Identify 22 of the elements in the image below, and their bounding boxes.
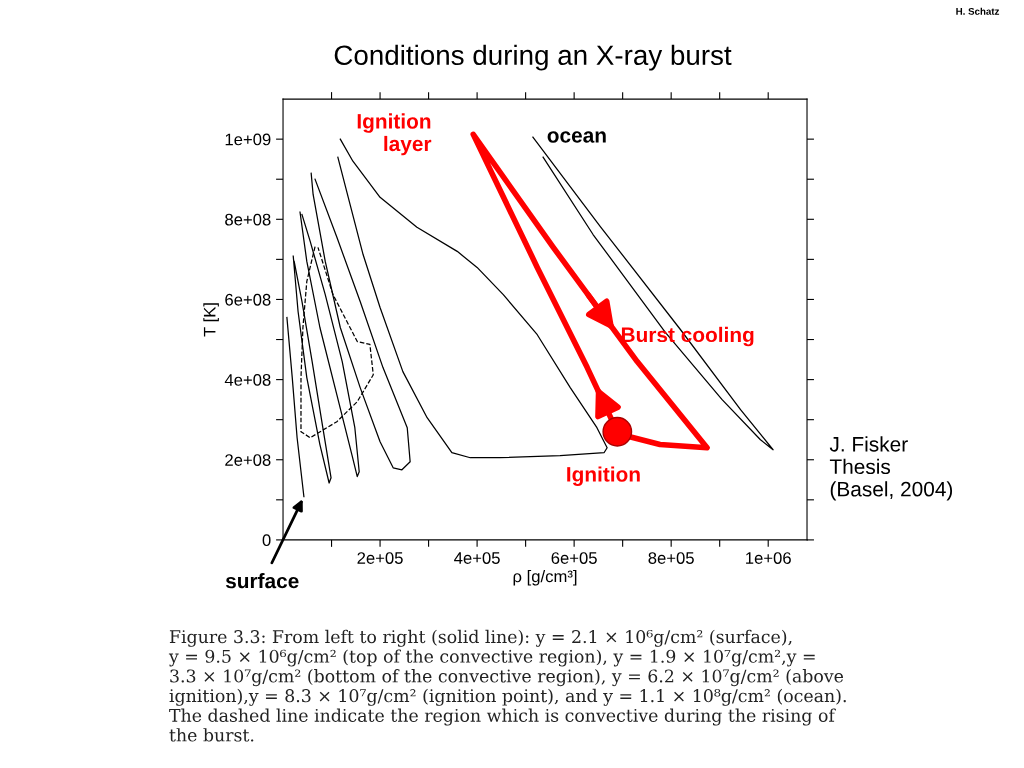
x-tick-label: 6e+05 <box>551 552 597 564</box>
x-tick-label: 1e+06 <box>746 552 791 564</box>
text: J. Fisker Thesis (Basel, 2004) <box>829 436 953 501</box>
annotation: Ignition layer <box>357 113 432 156</box>
text: H. Schatz <box>956 7 1000 15</box>
chart-title: Conditions during an X-ray burst <box>334 44 732 71</box>
x-axis-title: ρ [g/cm³] <box>513 570 577 586</box>
y-tick-label: 2e+08 <box>225 454 271 466</box>
y-tick-label: 1e+09 <box>225 133 271 146</box>
annotation: Ignition <box>567 466 640 486</box>
x-tick-label: 8e+05 <box>648 552 694 564</box>
x-tick-label: 2e+05 <box>357 552 403 564</box>
line-series <box>286 316 305 498</box>
y-tick-label: 8e+08 <box>225 213 271 226</box>
y-axis-title: T [K] <box>203 303 219 337</box>
x-tick-label: 4e+05 <box>454 552 500 564</box>
y-tick-label: 0 <box>262 534 271 547</box>
annotation: ocean <box>547 131 606 143</box>
y-tick-label: 4e+08 <box>224 374 271 386</box>
annotation: surface <box>225 573 299 589</box>
y-tick-label: 6e+08 <box>225 293 271 306</box>
caption: Figure 3.3: From left to right (solid line): y = 2.1 × 10⁶g/cm² (surface), y = 9.5 × 10⁶g/cm² (top of the convective region), y = 1.9 × 10⁷g/cm²,y = 3.3 × 10⁷g/cm² (bottom of the convective region), y = 6.2 × 10⁷g/cm² (above ignition),y = 8.3 × 10⁷g/cm² (ignition point), and y = 1.1 × 10⁸g/cm² (ocean). The dashed line indicate the region which is convective during the rising of the burst. <box>168 629 846 742</box>
